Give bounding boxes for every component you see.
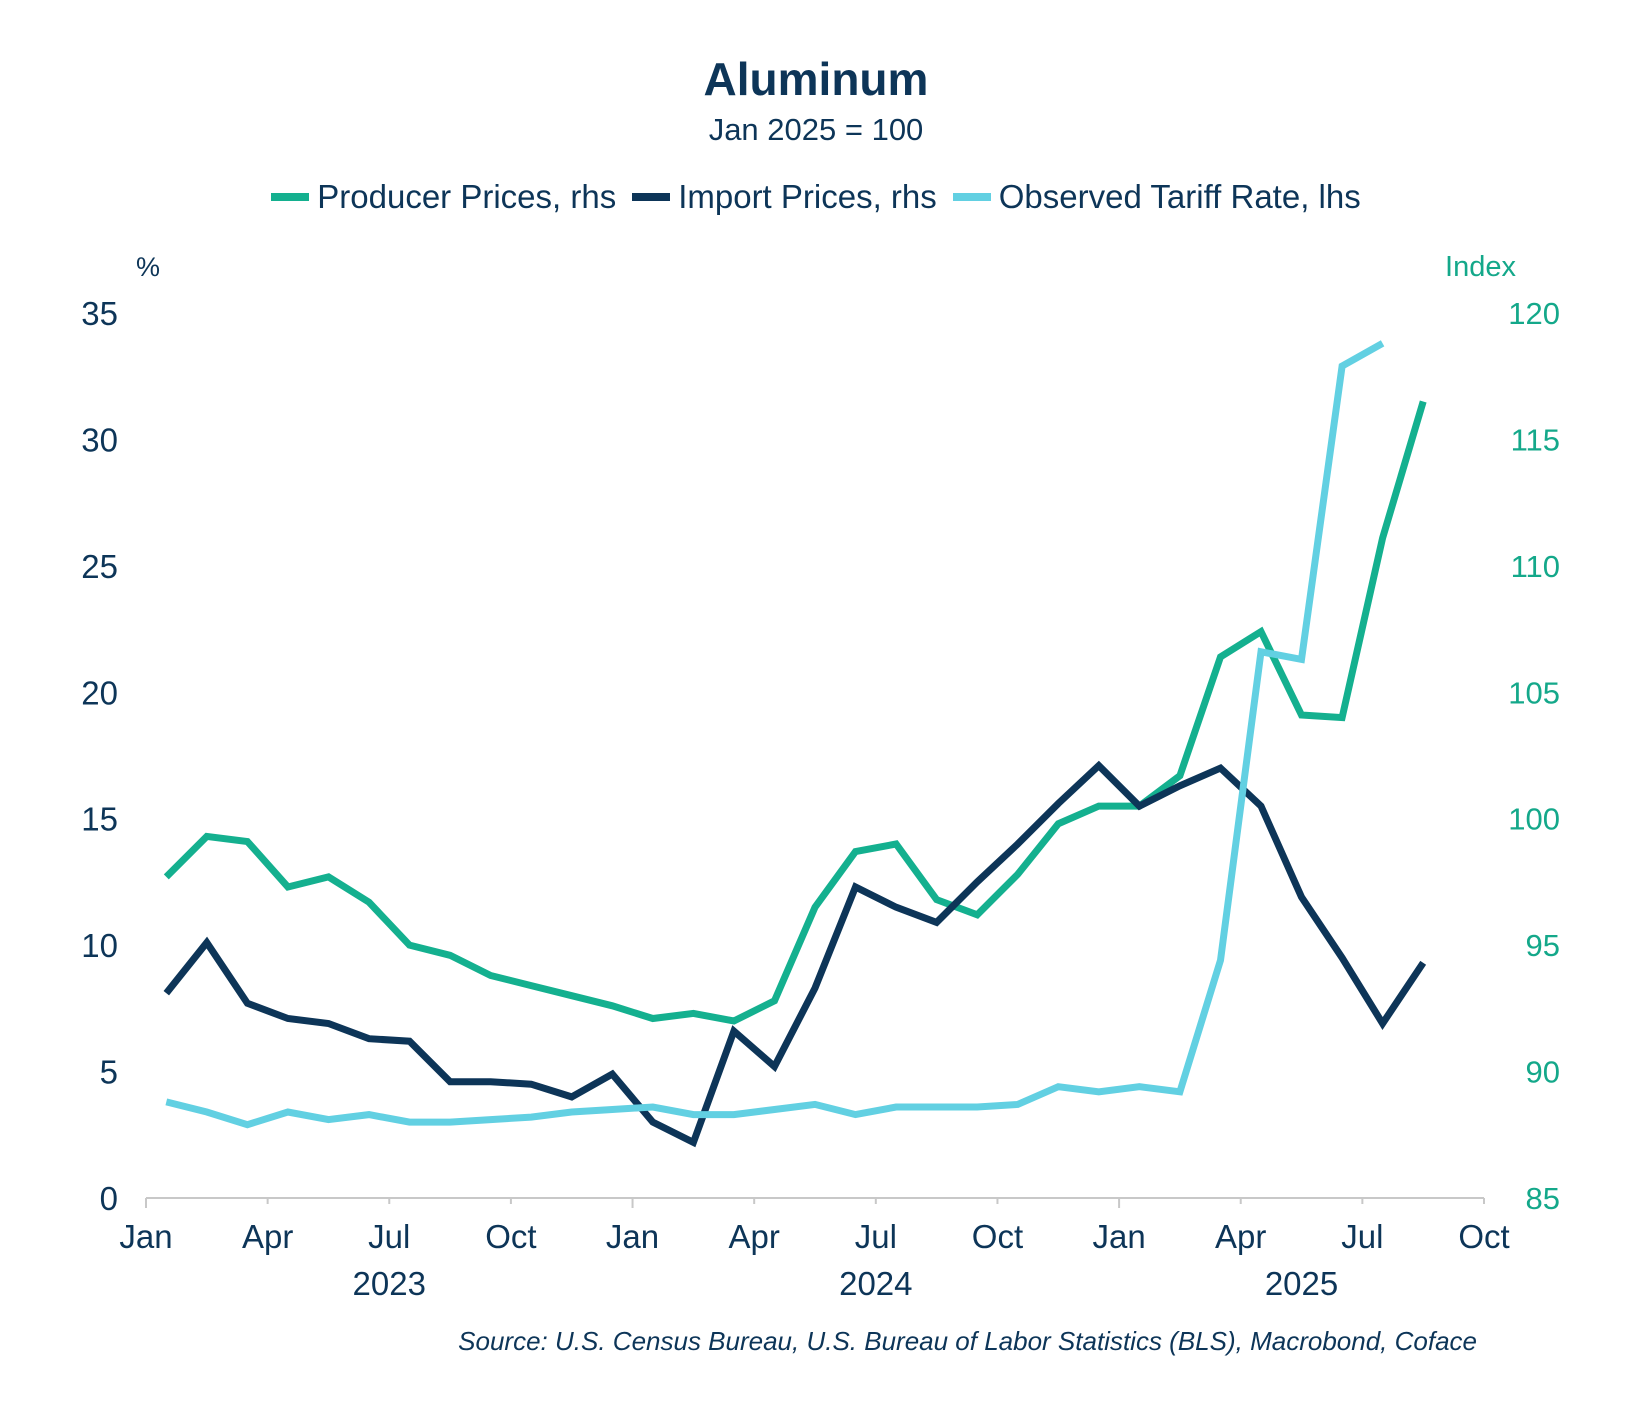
x-tick-label: Jul <box>855 1218 897 1255</box>
left-axis-tick-label: 0 <box>100 1180 118 1217</box>
x-tick-label: Apr <box>242 1218 293 1255</box>
right-axis-tick-label: 120 <box>1508 296 1560 331</box>
right-axis-tick-label: 90 <box>1526 1055 1560 1090</box>
legend-item-import-prices: Import Prices, rhs <box>632 178 937 216</box>
left-axis-unit-label: % <box>136 252 160 282</box>
left-axis-tick-label: 25 <box>81 548 118 585</box>
legend: Producer Prices, rhs Import Prices, rhs … <box>0 178 1632 216</box>
x-year-label: 2024 <box>839 1265 912 1302</box>
x-tick-label: Oct <box>1458 1218 1509 1255</box>
x-tick-label: Oct <box>485 1218 536 1255</box>
left-axis-tick-label: 5 <box>100 1054 118 1091</box>
legend-label-producer-prices: Producer Prices, rhs <box>317 178 617 215</box>
legend-swatch-import-prices <box>632 193 671 201</box>
left-axis-tick-label: 15 <box>81 801 118 838</box>
right-axis-tick-label: 85 <box>1526 1181 1560 1216</box>
x-tick-label: Apr <box>729 1218 780 1255</box>
x-year-label: 2023 <box>353 1265 426 1302</box>
x-tick-label: Jan <box>606 1218 659 1255</box>
series-line-import-prices-rhs <box>163 760 1427 1148</box>
x-tick-label: Jul <box>368 1218 410 1255</box>
series-line-producer-prices-rhs <box>163 400 1427 1025</box>
x-tick-label: Jul <box>1341 1218 1383 1255</box>
x-tick-label: Jan <box>1092 1218 1145 1255</box>
left-axis-tick-label: 20 <box>81 674 118 711</box>
legend-swatch-producer-prices <box>271 193 310 201</box>
x-year-label: 2025 <box>1265 1265 1338 1302</box>
right-axis-tick-label: 115 <box>1511 422 1560 457</box>
x-tick-label: Apr <box>1215 1218 1266 1255</box>
right-axis-unit-label: Index <box>1445 251 1516 283</box>
x-tick-label: Jan <box>119 1218 172 1255</box>
right-axis-tick-label: 110 <box>1511 549 1560 584</box>
legend-item-tariff-rate: Observed Tariff Rate, lhs <box>952 178 1361 216</box>
x-tick-label: Oct <box>972 1218 1023 1255</box>
chart-title: Aluminum <box>703 53 929 105</box>
series-line-observed-tariff-rate-lhs <box>165 340 1385 1129</box>
left-axis-tick-label: 10 <box>81 927 118 964</box>
legend-label-import-prices: Import Prices, rhs <box>678 178 937 215</box>
right-axis-tick-label: 105 <box>1508 675 1560 710</box>
right-axis-tick-label: 100 <box>1508 802 1560 837</box>
legend-item-producer-prices: Producer Prices, rhs <box>271 178 616 216</box>
left-axis-tick-label: 30 <box>81 421 118 458</box>
chart-subtitle: Jan 2025 = 100 <box>708 112 924 147</box>
right-axis-tick-label: 95 <box>1526 928 1560 963</box>
legend-label-tariff-rate: Observed Tariff Rate, lhs <box>998 178 1361 215</box>
legend-swatch-tariff-rate <box>952 193 991 201</box>
left-axis-tick-label: 35 <box>81 295 118 332</box>
source-note: Source: U.S. Census Bureau, U.S. Bureau … <box>458 1326 1477 1356</box>
